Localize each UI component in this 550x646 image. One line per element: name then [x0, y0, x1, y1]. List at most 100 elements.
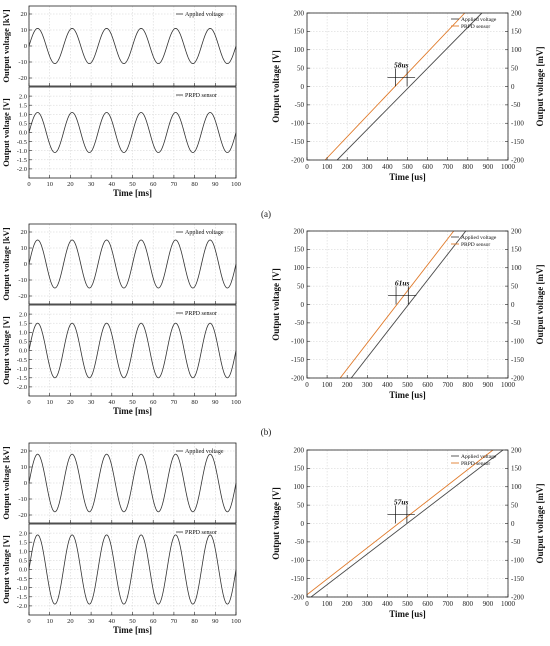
series-line	[28, 239, 237, 289]
legend: PRPD sensor	[176, 93, 217, 99]
y-tick-label-right: -150	[511, 356, 524, 364]
y-tick-label: 100	[294, 264, 305, 272]
series-prpd-sensor	[339, 231, 455, 378]
y-tick-label-right: -200	[511, 156, 524, 164]
x-tick-label: 90	[212, 181, 219, 188]
x-tick-label: 1000	[501, 163, 516, 171]
x-tick-label: 50	[129, 181, 136, 188]
y-tick-label: 10	[21, 27, 28, 34]
y-tick-label-right: 100	[511, 46, 522, 54]
y-tick-label-right: -100	[511, 338, 524, 346]
series-applied-voltage	[310, 450, 504, 597]
panel-label: (b)	[261, 427, 272, 437]
x-tick-label: 60	[150, 618, 157, 625]
y-tick-label: -0.5	[17, 357, 27, 364]
legend-label: Applied voltage	[461, 235, 497, 241]
y-tick-label-right: -200	[511, 374, 524, 382]
x-tick-label: 70	[171, 181, 178, 188]
legend-label: PRPD sensor	[185, 93, 217, 99]
y-tick-label: -2.0	[17, 603, 27, 610]
x-tick-label: 500	[402, 381, 413, 389]
x-tick-label: 20	[67, 618, 74, 625]
left-bottom-plot: -2.0 -1.5 -1.0 -0.5 0.0 0.5 1.0 1.5 2.0 Output vo…	[1, 86, 241, 198]
x-tick-label: 100	[322, 381, 333, 389]
x-tick-label: 300	[362, 600, 373, 608]
y-tick-label: 0	[24, 43, 27, 50]
x-tick-label: 300	[362, 163, 373, 171]
series-line	[28, 534, 237, 605]
x-tick-label: 50	[129, 618, 136, 625]
annotation-label: 58us	[394, 60, 409, 69]
y-tick-label-right: 200	[511, 9, 522, 17]
x-tick-label: 70	[171, 399, 178, 406]
legend-label: Applied voltage	[461, 17, 497, 23]
y-tick-label: 150	[294, 28, 305, 36]
y-tick-label: 0	[301, 520, 305, 528]
y-tick-label: 20	[21, 448, 28, 455]
y-tick-label: 10	[21, 464, 28, 471]
legend-label: Applied voltage	[185, 12, 224, 18]
y-tick-label-right: 200	[511, 227, 522, 235]
x-tick-label: 0	[27, 618, 30, 625]
y-tick-label: 150	[294, 465, 305, 473]
y-tick-label-right: -50	[511, 538, 521, 546]
panel-2: -20 -100 10 20 Output voltage [kV] Applied vo…	[1, 442, 545, 635]
y-tick-label: -0.5	[17, 139, 27, 146]
y-tick-label: 200	[294, 446, 305, 454]
y-tick-label: -100	[291, 120, 304, 128]
y-tick-label: 1.5	[19, 102, 27, 109]
y-tick-label: -100	[291, 557, 304, 565]
y-tick-label: 0.5	[19, 558, 27, 565]
y-axis-label: Output voltage [kV]	[1, 9, 11, 82]
y-tick-label: -20	[18, 512, 27, 519]
y-tick-label: -1.5	[17, 157, 27, 164]
x-tick-label: 80	[191, 181, 198, 188]
y-axis-label-left: Output voltage [V]	[271, 268, 281, 341]
y-tick-label-right: 150	[511, 465, 522, 473]
x-tick-label: 40	[109, 618, 116, 625]
y-tick-label: -20	[18, 293, 27, 300]
x-tick-label: 20	[67, 399, 74, 406]
x-tick-label: 70	[171, 618, 178, 625]
x-tick-label: 100	[322, 163, 333, 171]
y-tick-label: 50	[297, 501, 305, 509]
y-tick-label: 0.5	[19, 339, 27, 346]
legend-label: Applied voltage	[185, 449, 224, 455]
y-tick-label: 0	[301, 301, 305, 309]
y-axis-label: Output voltage [V]	[1, 316, 11, 385]
y-tick-label: -50	[295, 319, 305, 327]
left-top-plot: -20 -10 0 10 20 Output voltage [kV] Applied vo…	[1, 442, 237, 524]
y-tick-label: 1.0	[19, 112, 27, 119]
y-tick-label: -150	[291, 138, 304, 146]
legend: Applied voltage	[176, 449, 224, 455]
x-tick-label: 100	[231, 181, 241, 188]
y-tick-label: -1.0	[17, 148, 27, 155]
legend-label: PRPD sensor	[461, 24, 490, 30]
left-top-plot: -20 -10 0 10 20 Output voltage [kV] Applied vo…	[1, 223, 237, 305]
zoom-plot: 58us -200 -200 -150 -150 -100 -100 -50 -50 0 0 50 50…	[271, 9, 545, 182]
x-tick-label: 900	[483, 163, 494, 171]
y-tick-label: 1.0	[19, 330, 27, 337]
x-tick-label: 30	[88, 618, 95, 625]
y-tick-label: -1.5	[17, 594, 27, 601]
y-tick-label: 2.0	[19, 530, 27, 537]
y-tick-label: -150	[291, 575, 304, 583]
x-tick-label: 50	[129, 399, 136, 406]
y-tick-label: -1.0	[17, 366, 27, 373]
y-tick-label: 200	[294, 9, 305, 17]
y-axis-label: Output voltage [kV]	[1, 446, 11, 519]
y-axis-label: Output voltage [V]	[1, 535, 11, 604]
series-applied-voltage	[336, 13, 483, 160]
x-tick-label: 400	[382, 600, 393, 608]
x-tick-label: 100	[231, 618, 241, 625]
x-tick-label: 400	[382, 381, 393, 389]
y-tick-label: -50	[295, 538, 305, 546]
x-tick-label: 700	[442, 163, 453, 171]
x-tick-label: 300	[362, 381, 373, 389]
x-tick-label: 0	[305, 163, 309, 171]
delay-annotation: 57us	[387, 497, 415, 524]
legend-label: PRPD sensor	[185, 530, 217, 536]
